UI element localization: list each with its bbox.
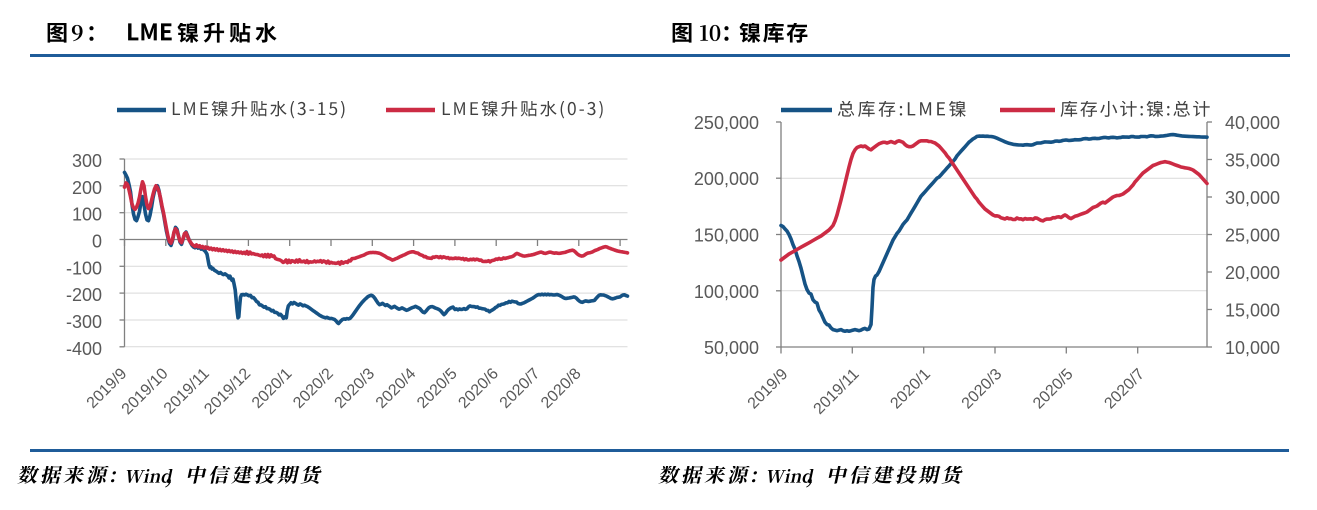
svg-text:50,000: 50,000 xyxy=(704,338,759,358)
svg-text:10,000: 10,000 xyxy=(1225,338,1280,358)
svg-text:-400: -400 xyxy=(66,339,102,359)
svg-text:2020/7: 2020/7 xyxy=(1101,366,1148,413)
svg-text:2020/2: 2020/2 xyxy=(290,365,337,412)
svg-text:-200: -200 xyxy=(66,285,102,305)
svg-text:2020/1: 2020/1 xyxy=(887,366,934,413)
svg-text:20,000: 20,000 xyxy=(1225,263,1280,283)
svg-text:300: 300 xyxy=(72,151,102,171)
svg-text:2020/7: 2020/7 xyxy=(497,365,544,412)
svg-text:2019/10: 2019/10 xyxy=(119,365,172,418)
svg-text:2020/5: 2020/5 xyxy=(1030,366,1077,413)
svg-text:2020/4: 2020/4 xyxy=(373,365,420,412)
svg-text:2019/9: 2019/9 xyxy=(745,366,792,413)
svg-text:2020/8: 2020/8 xyxy=(538,365,585,412)
svg-text:250,000: 250,000 xyxy=(694,113,759,133)
svg-text:2020/5: 2020/5 xyxy=(414,365,461,412)
svg-text:30,000: 30,000 xyxy=(1225,188,1280,208)
svg-text:2019/11: 2019/11 xyxy=(811,366,863,418)
svg-text:35,000: 35,000 xyxy=(1225,151,1280,171)
svg-text:-100: -100 xyxy=(66,258,102,278)
svg-text:2020/1: 2020/1 xyxy=(249,365,296,412)
svg-text:-300: -300 xyxy=(66,312,102,332)
svg-text:150,000: 150,000 xyxy=(694,226,759,246)
svg-text:25,000: 25,000 xyxy=(1225,226,1280,246)
svg-text:2020/3: 2020/3 xyxy=(959,366,1006,413)
svg-text:200: 200 xyxy=(72,178,102,198)
svg-text:200,000: 200,000 xyxy=(694,169,759,189)
svg-text:100,000: 100,000 xyxy=(694,282,759,302)
svg-text:40,000: 40,000 xyxy=(1225,113,1280,133)
svg-text:2020/3: 2020/3 xyxy=(332,365,379,412)
svg-text:0: 0 xyxy=(92,232,102,252)
svg-text:2020/6: 2020/6 xyxy=(455,365,502,412)
svg-text:2019/12: 2019/12 xyxy=(201,365,254,418)
svg-text:15,000: 15,000 xyxy=(1225,301,1280,321)
svg-text:100: 100 xyxy=(72,205,102,225)
